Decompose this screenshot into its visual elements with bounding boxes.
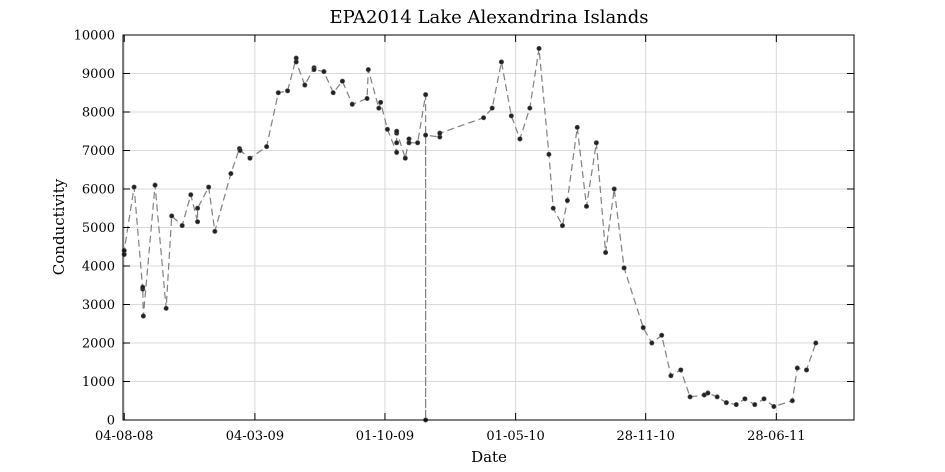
data-point (406, 140, 412, 146)
y-tick-label: 5000 (82, 221, 115, 236)
data-point (163, 305, 169, 311)
data-point (640, 325, 646, 331)
y-tick-label: 3000 (82, 298, 115, 313)
y-tick-label: 9000 (82, 67, 115, 82)
data-point (678, 367, 684, 373)
data-point (206, 184, 212, 190)
y-tick-label: 4000 (82, 260, 115, 275)
data-point (649, 340, 655, 346)
data-point (621, 265, 627, 271)
data-point (813, 340, 819, 346)
data-point (771, 404, 777, 410)
data-point (237, 148, 243, 154)
series-group (121, 45, 819, 423)
y-axis-label: Conductivity (50, 178, 68, 275)
data-point (378, 99, 384, 105)
data-point (285, 88, 291, 94)
data-point (195, 205, 201, 211)
x-tick-label: 28-06-11 (747, 429, 805, 444)
data-point (593, 140, 599, 146)
y-tick-label: 2000 (82, 337, 115, 352)
data-point (394, 128, 400, 134)
data-point (188, 192, 194, 198)
data-point (321, 69, 327, 75)
data-point (152, 182, 158, 188)
data-point (659, 332, 665, 338)
data-point (302, 82, 308, 88)
data-point (415, 140, 421, 146)
data-point (131, 184, 137, 190)
data-point (733, 402, 739, 408)
data-point (339, 78, 345, 84)
data-point (394, 149, 400, 155)
y-tick-label: 0 (107, 414, 115, 429)
y-tick-label: 10000 (74, 29, 115, 44)
data-point (384, 126, 390, 132)
data-point (212, 228, 218, 234)
data-point (498, 59, 504, 65)
data-point (140, 313, 146, 319)
x-tick-label: 04-08-08 (95, 429, 153, 444)
y-tick-label: 6000 (82, 183, 115, 198)
y-tick-label: 8000 (82, 106, 115, 121)
data-point (723, 400, 729, 406)
data-point (574, 124, 580, 130)
data-point (583, 203, 589, 209)
data-point (264, 144, 270, 150)
grid (123, 35, 854, 420)
data-point (687, 394, 693, 400)
data-point (481, 115, 487, 121)
x-tick-label: 01-10-09 (356, 429, 414, 444)
data-point (195, 219, 201, 225)
data-point (376, 105, 382, 111)
data-point (517, 136, 523, 142)
data-point (804, 367, 810, 373)
data-point (311, 67, 317, 73)
data-point (423, 132, 429, 138)
data-point (714, 394, 720, 400)
x-tick-label: 01-05-10 (486, 429, 544, 444)
data-point (293, 59, 299, 65)
data-point (794, 365, 800, 371)
data-point (705, 390, 711, 396)
data-point (564, 198, 570, 204)
x-tick-label: 28-11-10 (616, 429, 674, 444)
data-point (169, 213, 175, 219)
data-point (668, 373, 674, 379)
data-point (179, 223, 185, 229)
data-point (761, 396, 767, 402)
data-point (349, 101, 355, 107)
data-point (752, 402, 758, 408)
data-point (247, 155, 253, 161)
data-point (508, 113, 514, 119)
data-point (742, 396, 748, 402)
data-point (603, 250, 609, 256)
data-point (140, 284, 146, 290)
data-point (789, 398, 795, 404)
data-point (330, 90, 336, 96)
y-tick-label: 7000 (82, 144, 115, 159)
data-point (228, 171, 234, 177)
data-point (275, 90, 281, 96)
data-point (611, 186, 617, 192)
x-tick-label: 04-03-09 (226, 429, 284, 444)
data-point (437, 130, 443, 136)
data-point (527, 105, 533, 111)
data-point (365, 67, 371, 73)
data-point (364, 96, 370, 102)
x-axis-label: Date (471, 448, 507, 466)
data-point (559, 223, 565, 229)
ticks: 0 1000 2000 3000 4000 5000 6000 7000 8000 9000 100… (74, 29, 854, 444)
data-point (489, 105, 495, 111)
data-point (546, 151, 552, 157)
data-point (423, 92, 429, 98)
chart-title: EPA2014 Lake Alexandrina Islands (329, 7, 648, 28)
data-point (550, 205, 556, 211)
data-point (402, 155, 408, 161)
y-tick-label: 1000 (82, 375, 115, 390)
data-point (536, 45, 542, 51)
data-point (394, 140, 400, 146)
